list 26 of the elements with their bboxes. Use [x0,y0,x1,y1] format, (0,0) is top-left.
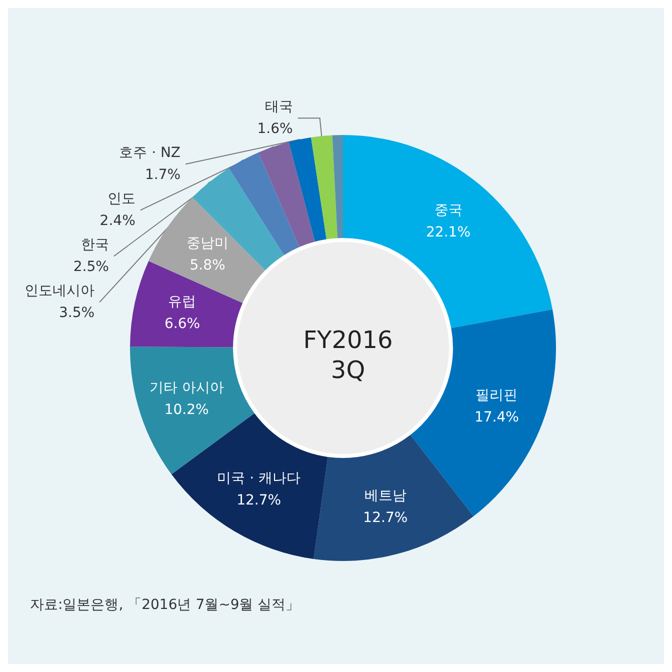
data-label: 6.6% [164,316,200,332]
text: 자료:일본은행, 「2016년 7월~9월 실적」 [30,597,300,613]
data-label: 2.5% [73,259,109,276]
data-label: 1.6% [257,121,293,138]
data-label: 1.7% [144,167,181,184]
slice-label: 호주 · NZ [119,145,181,162]
data-label: 3.5% [58,305,95,322]
data-label: 12.7% [363,510,408,526]
slice-label: 유럽 [168,294,196,310]
data-label: 17.4% [474,410,519,426]
data-label: 22.1% [426,224,470,241]
data-label: 10.2% [164,402,209,418]
slice-label: 중국 [434,202,462,219]
data-label: 5.8% [190,258,226,274]
data-label: 2.4% [100,213,136,230]
slice-label: 기타 아시아 [149,380,224,396]
slice-label: 한국 [80,237,109,254]
slice-label: 태국 [264,99,293,116]
slice-label: 필리핀 [476,388,518,404]
slice-label: 베트남 [364,488,406,504]
slice-label: 인도네시아 [24,283,95,300]
slice-label: 중남미 [186,236,229,252]
slice-label: 인도 [107,191,136,208]
data-label: 12.7% [236,492,282,508]
slice-label: 미국 · 캐나다 [217,470,300,486]
text: FY2016 3Q [303,326,393,384]
